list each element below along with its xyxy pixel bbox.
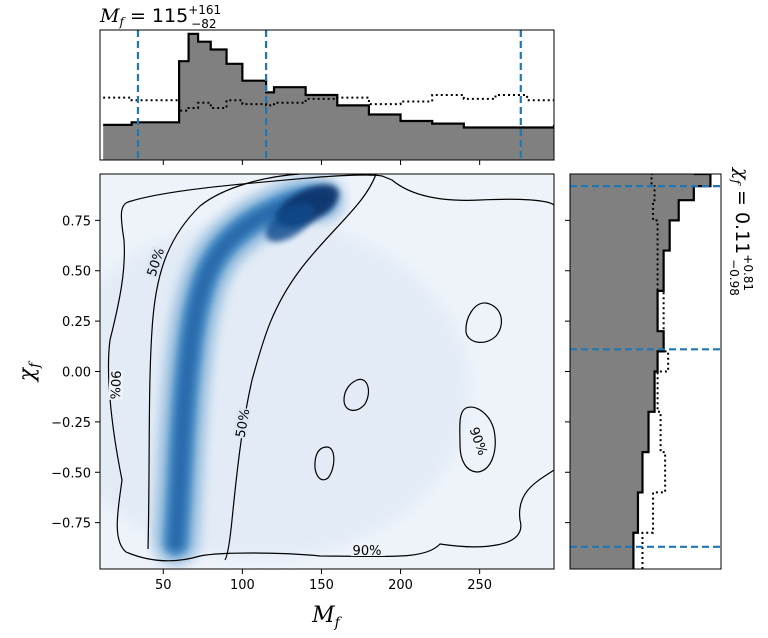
joint-panel: 50% 50% 90% 90% 90% 50 100 150 200 250 −0.75… <box>15 173 555 631</box>
top-title: Mf = 115+161 −82 <box>99 3 221 31</box>
svg-text:50%: 50% <box>234 408 254 439</box>
contour-90-outer <box>107 174 554 562</box>
y-tick-label: 0.75 <box>62 214 91 229</box>
right-marginal-panel: χf = 0.11+0.81−0.98 <box>565 166 755 570</box>
top-title-value: = 115 <box>124 5 188 27</box>
y-axis-label: χf <box>15 360 43 383</box>
contour-label-50-b: 50% <box>232 407 254 439</box>
svg-text:90%: 90% <box>353 544 382 559</box>
contour-90-island-4 <box>459 406 496 473</box>
y-tick-label: 0.50 <box>62 265 91 280</box>
right-title: χf = 0.11+0.81−0.98 <box>727 166 755 296</box>
contour-50-right <box>224 174 377 561</box>
top-panel-frame <box>99 29 555 161</box>
top-title-lower: −82 <box>191 17 216 31</box>
right-title-upper: +0.81 <box>741 254 755 291</box>
top-posterior-step <box>103 32 554 129</box>
top-title-upper: +161 <box>188 3 221 17</box>
contour-label-90-a: 90% <box>107 369 124 401</box>
top-title-sub: f <box>118 15 126 29</box>
top-posterior-fill <box>103 33 554 160</box>
top-marginal-panel: Mf = 115+161 −82 <box>99 3 555 165</box>
right-title-sub: f <box>729 179 743 187</box>
y-tick-label: 0.00 <box>62 366 91 381</box>
right-title-main: χ <box>731 166 753 181</box>
x-tick-label: 50 <box>155 578 172 593</box>
contour-90-island-2 <box>314 446 335 481</box>
contour-label-90-b: 90% <box>351 542 385 559</box>
density-peak-shoulder <box>265 202 315 242</box>
contour-90-island-3 <box>465 302 503 343</box>
x-tick-label: 150 <box>309 578 334 593</box>
x-tick-label: 250 <box>467 578 492 593</box>
right-posterior-step <box>632 174 712 569</box>
x-tick-label: 100 <box>230 578 255 593</box>
right-posterior-fill <box>570 174 711 569</box>
y-tick-label: 0.25 <box>62 315 91 330</box>
contour-50-left <box>147 174 301 550</box>
y-tick-label: −0.75 <box>51 517 91 532</box>
right-prior-step <box>641 174 670 569</box>
x-axis-label: Mf <box>311 603 343 631</box>
contour-90-island-1 <box>343 378 370 411</box>
x-tick-label: 200 <box>388 578 413 593</box>
right-title-lower: −0.98 <box>727 259 741 296</box>
top-prior-step <box>103 94 554 112</box>
top-title-main: M <box>99 5 120 27</box>
y-tick-label: −0.25 <box>51 416 91 431</box>
right-title-value: = 0.11 <box>731 184 753 254</box>
y-tick-label: −0.50 <box>51 466 91 481</box>
svg-text:90%: 90% <box>107 370 123 399</box>
